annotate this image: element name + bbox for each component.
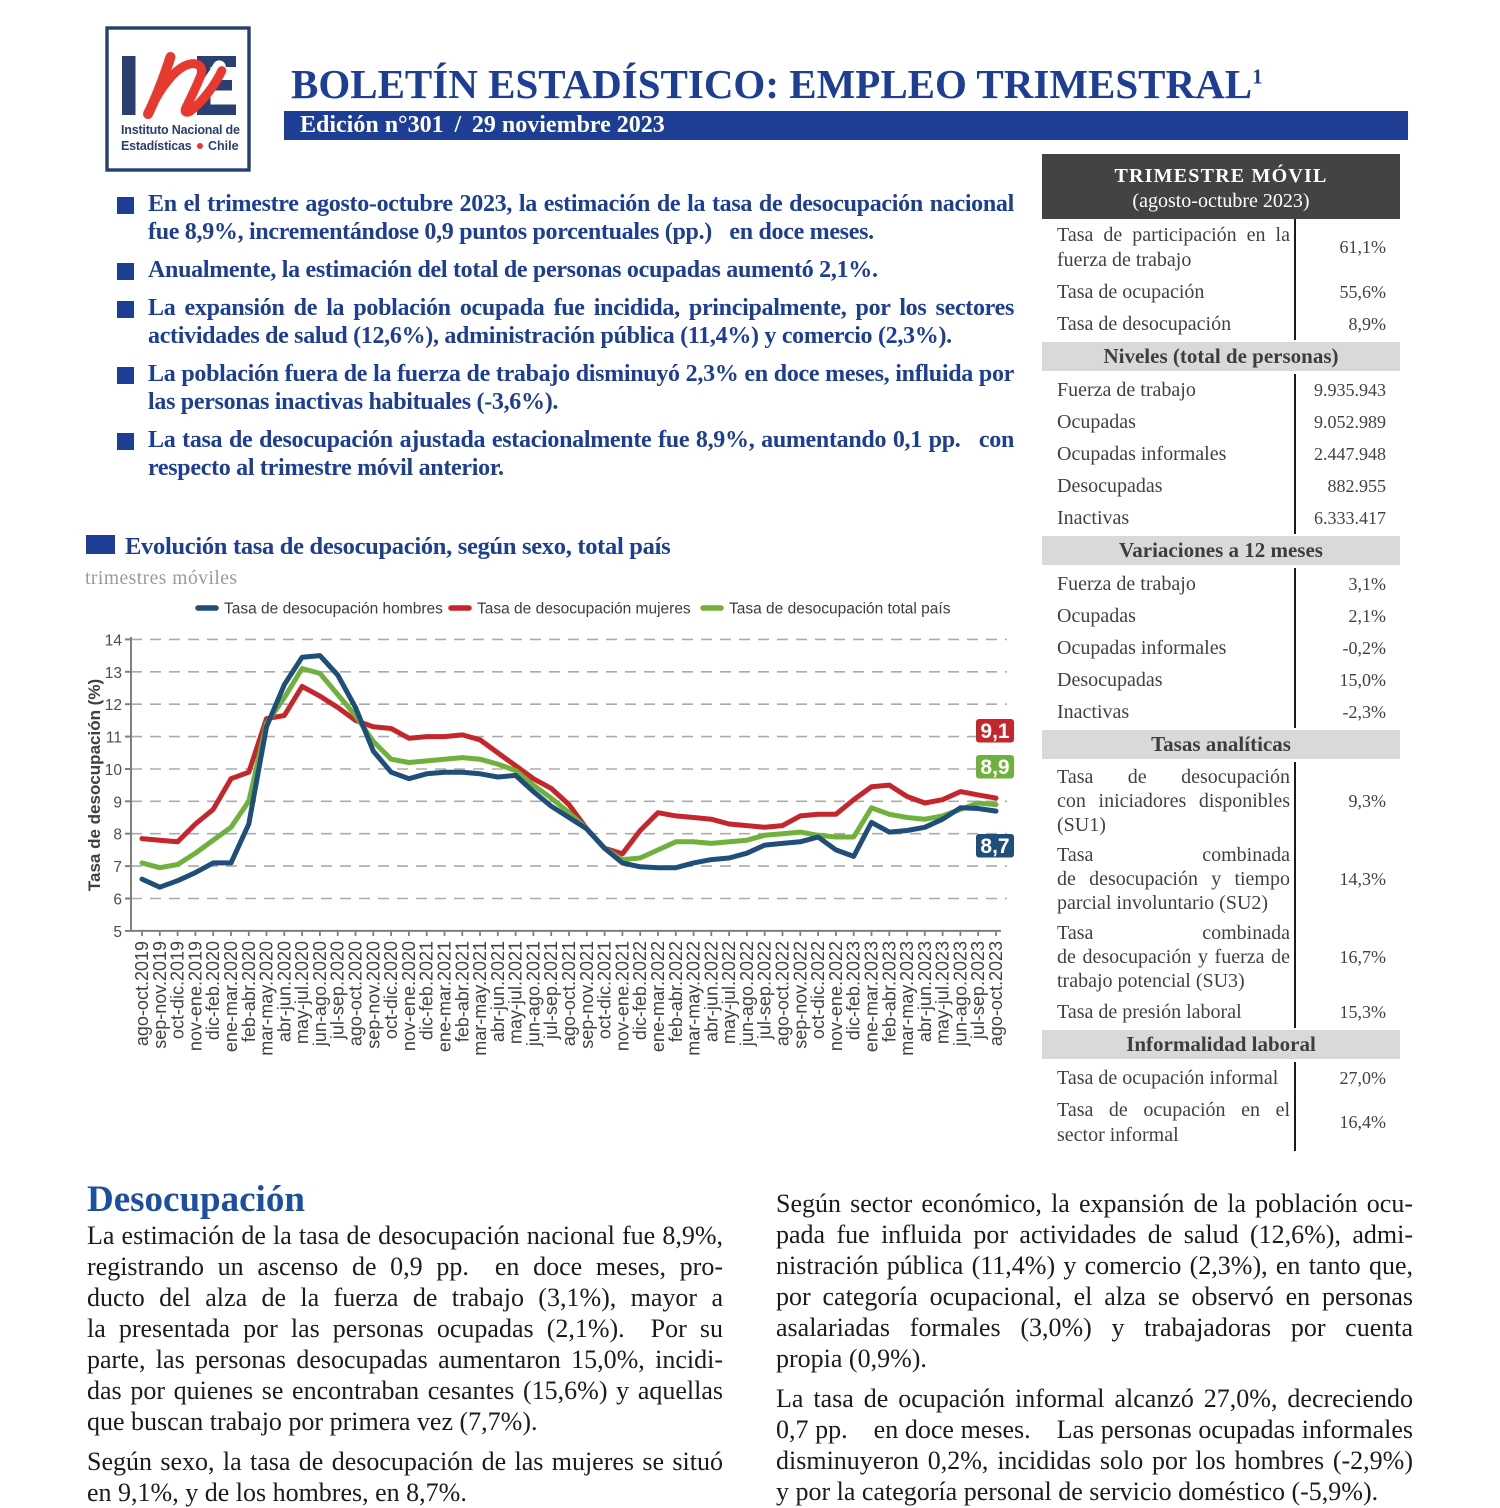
svg-text:ene-mar.2023: ene-mar.2023 [862,941,882,1052]
svg-text:jun-ago.2022: jun-ago.2022 [737,941,757,1047]
svg-text:7: 7 [113,859,122,876]
svg-text:13: 13 [105,665,122,682]
svg-text:jun-ago.2023: jun-ago.2023 [950,941,970,1047]
svg-text:Tasa de desocupación mujeres: Tasa de desocupación mujeres [477,601,691,618]
svg-text:sep-nov.2020: sep-nov.2020 [363,941,383,1049]
svg-text:8: 8 [113,827,122,844]
svg-text:jul-sep.2023: jul-sep.2023 [968,941,988,1040]
svg-text:Tasa de desocupación total paí: Tasa de desocupación total país [729,601,951,618]
svg-text:feb-abr.2021: feb-abr.2021 [452,941,472,1042]
svg-text:dic-feb.2020: dic-feb.2020 [203,941,223,1040]
svg-text:feb-abr.2020: feb-abr.2020 [239,941,259,1042]
svg-text:nov-ene.2022: nov-ene.2022 [826,941,846,1051]
svg-text:ene-mar.2022: ene-mar.2022 [648,941,668,1052]
svg-text:ago-oct.2020: ago-oct.2020 [346,941,366,1046]
svg-text:abr-jun.2021: abr-jun.2021 [488,941,508,1042]
svg-text:Instituto Nacional de: Instituto Nacional de [121,123,240,137]
svg-text:Tasa de desocupación (%): Tasa de desocupación (%) [85,679,104,891]
svg-text:abr-jun.2022: abr-jun.2022 [701,941,721,1042]
svg-text:jul-sep.2021: jul-sep.2021 [541,941,561,1040]
svg-text:oct-dic.2022: oct-dic.2022 [808,941,828,1039]
svg-text:feb-abr.2022: feb-abr.2022 [666,941,686,1042]
svg-text:oct-dic.2020: oct-dic.2020 [381,941,401,1039]
svg-text:abr-jun.2020: abr-jun.2020 [274,941,294,1042]
svg-text:may-jul.2020: may-jul.2020 [292,941,312,1044]
svg-text:Tasa de desocupación hombres: Tasa de desocupación hombres [224,601,443,618]
svg-text:may-jul.2021: may-jul.2021 [506,941,526,1044]
svg-text:10: 10 [105,762,123,779]
svg-text:dic-feb.2022: dic-feb.2022 [630,941,650,1040]
svg-text:Estadísticas: Estadísticas [121,139,192,153]
svg-text:Chile: Chile [208,139,239,153]
svg-text:dic-feb.2023: dic-feb.2023 [844,941,864,1040]
svg-text:mar-may.2020: mar-may.2020 [257,941,277,1056]
svg-text:oct-dic.2019: oct-dic.2019 [168,941,188,1039]
svg-text:ago-oct.2019: ago-oct.2019 [132,941,152,1046]
svg-text:8,9: 8,9 [980,756,1009,779]
svg-text:nov-ene.2021: nov-ene.2021 [612,941,632,1051]
svg-text:may-jul.2022: may-jul.2022 [719,941,739,1044]
svg-text:jun-ago.2020: jun-ago.2020 [310,941,330,1047]
svg-text:8,7: 8,7 [980,835,1009,858]
svg-text:ene-mar.2021: ene-mar.2021 [435,941,455,1052]
svg-text:may-jul.2023: may-jul.2023 [933,941,953,1044]
svg-text:mar-may.2021: mar-may.2021 [470,941,490,1056]
svg-text:sep-nov.2021: sep-nov.2021 [577,941,597,1049]
svg-text:mar-may.2023: mar-may.2023 [897,941,917,1056]
svg-text:nov-ene.2019: nov-ene.2019 [185,941,205,1051]
svg-text:abr-jun.2023: abr-jun.2023 [915,941,935,1042]
svg-text:ago-oct.2023: ago-oct.2023 [986,941,1006,1046]
svg-text:sep-nov.2019: sep-nov.2019 [150,941,170,1049]
svg-text:6: 6 [113,892,122,909]
svg-text:feb-abr.2023: feb-abr.2023 [879,941,899,1042]
svg-text:12: 12 [105,697,122,714]
svg-text:jul-sep.2020: jul-sep.2020 [328,941,348,1040]
svg-text:mar-may.2022: mar-may.2022 [684,941,704,1056]
svg-text:jun-ago.2021: jun-ago.2021 [523,941,543,1047]
svg-text:oct-dic.2021: oct-dic.2021 [595,941,615,1039]
svg-text:14: 14 [105,632,123,649]
svg-text:jul-sep.2022: jul-sep.2022 [755,941,775,1040]
svg-text:nov-ene.2020: nov-ene.2020 [399,941,419,1051]
svg-text:11: 11 [106,730,122,747]
svg-text:dic-feb.2021: dic-feb.2021 [417,941,437,1040]
svg-text:9,1: 9,1 [980,720,1010,743]
svg-text:5: 5 [113,924,122,941]
svg-text:ago-oct.2021: ago-oct.2021 [559,941,579,1046]
svg-text:ene-mar.2020: ene-mar.2020 [221,941,241,1052]
svg-text:ago-oct.2022: ago-oct.2022 [773,941,793,1046]
svg-text:sep-nov.2022: sep-nov.2022 [790,941,810,1049]
svg-text:9: 9 [113,794,122,811]
